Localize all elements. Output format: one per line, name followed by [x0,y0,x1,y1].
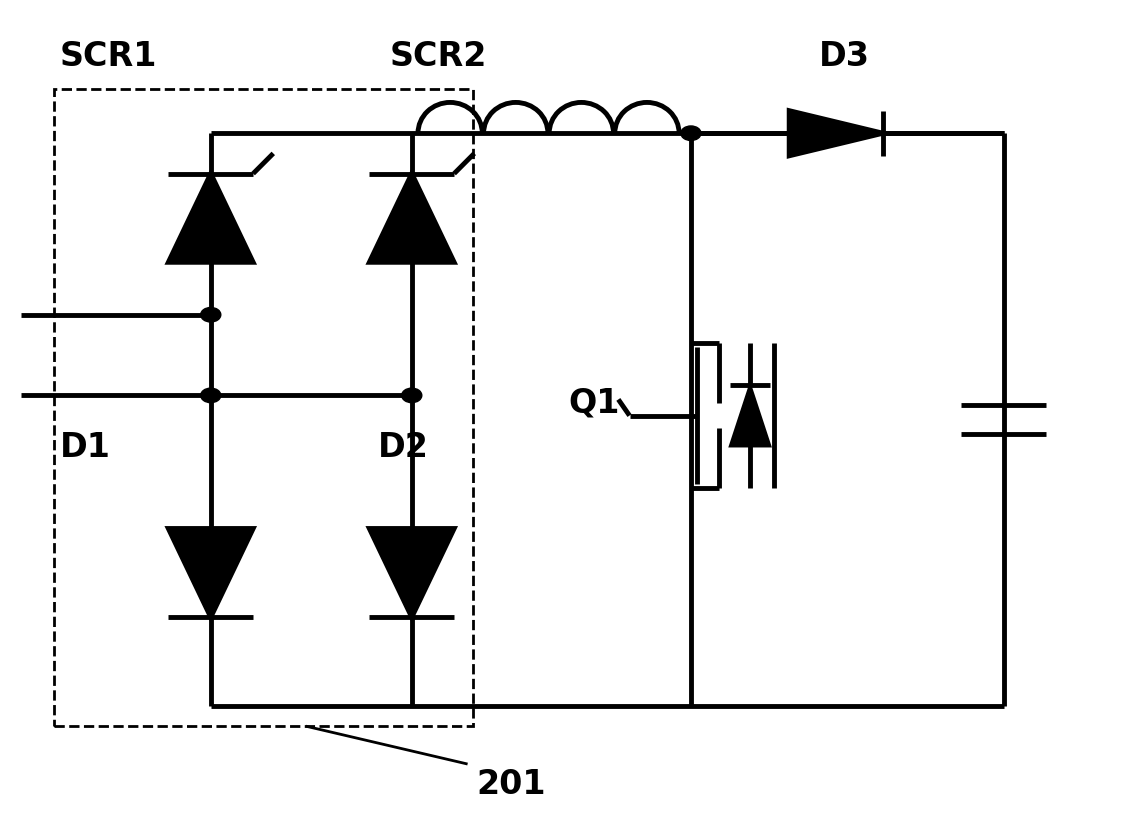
Text: D1: D1 [60,431,111,465]
Circle shape [681,126,701,140]
Text: Q1: Q1 [568,387,620,420]
Polygon shape [369,528,454,617]
Polygon shape [169,174,253,262]
Polygon shape [169,528,253,617]
Bar [54,89,474,726]
Circle shape [200,307,221,322]
Polygon shape [730,385,771,447]
Text: SCR2: SCR2 [389,40,487,73]
Polygon shape [369,174,454,262]
Polygon shape [789,111,883,156]
Text: 201: 201 [477,768,546,801]
Text: SCR1: SCR1 [60,40,158,73]
Text: D3: D3 [819,40,871,73]
Circle shape [200,388,221,403]
Circle shape [402,388,422,403]
Text: D2: D2 [378,431,429,465]
